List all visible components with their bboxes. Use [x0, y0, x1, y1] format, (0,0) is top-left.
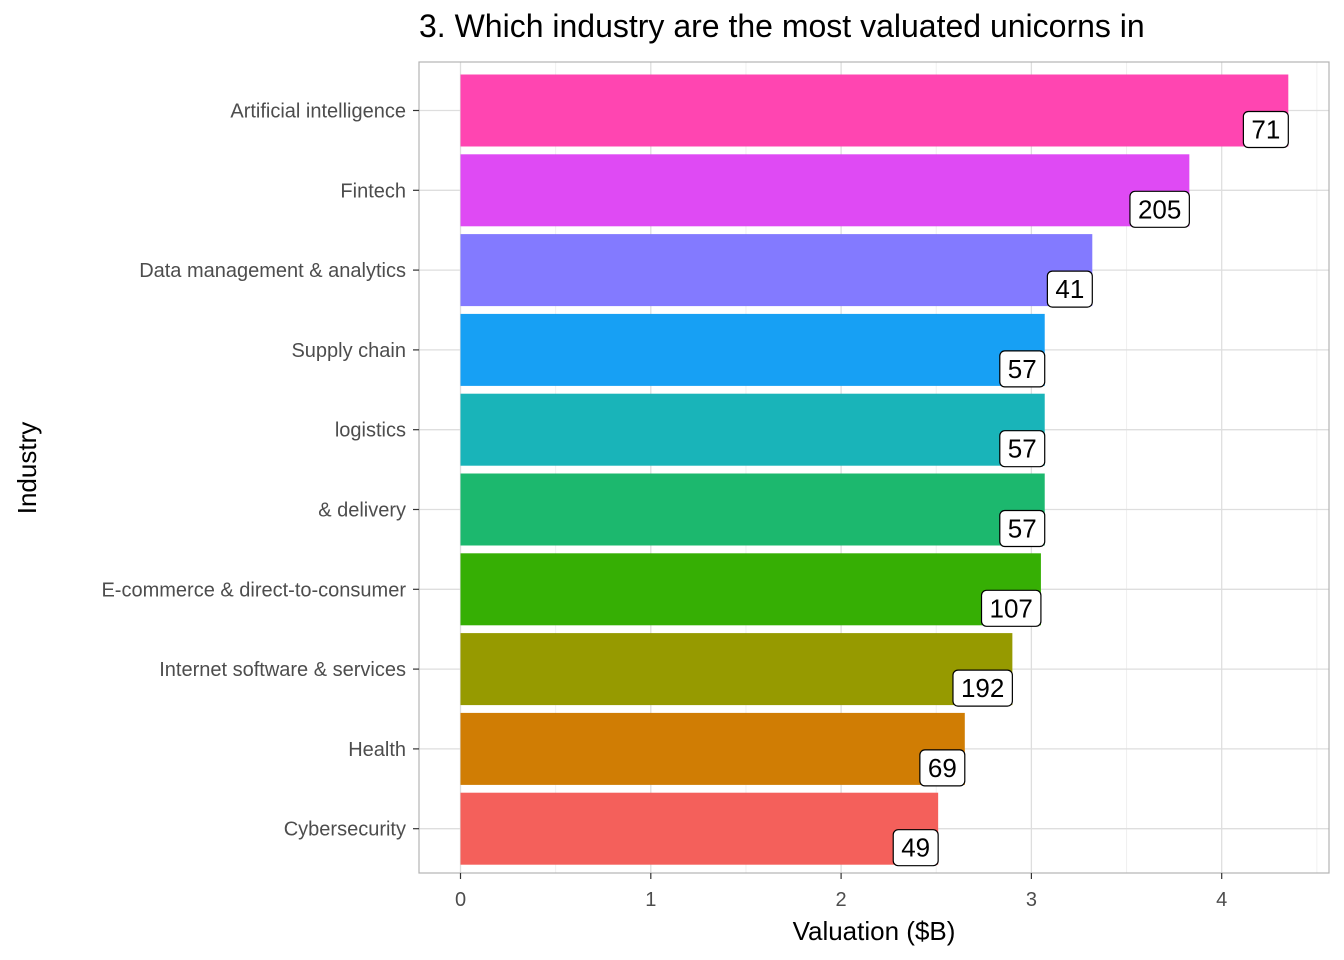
x-axis-title: Valuation ($B)	[793, 916, 956, 946]
data-label: 107	[980, 589, 1042, 627]
y-axis: Artificial intelligence Fintech Data manag…	[101, 101, 419, 841]
data-label: 57	[999, 350, 1046, 388]
data-label-box	[892, 829, 939, 867]
data-label-text: 57	[1008, 354, 1037, 384]
data-label-text: 57	[1008, 514, 1037, 544]
y-tick-label: Supply chain	[291, 340, 406, 362]
y-axis-title: Industry	[12, 422, 42, 515]
y-tick-label: Fintech	[340, 180, 406, 202]
chart-title: 3. Which industry are the most valuated …	[419, 8, 1145, 44]
y-tick-label: Internet software & services	[159, 659, 406, 681]
data-label: 205	[1129, 190, 1190, 228]
plot-border	[418, 61, 1330, 874]
data-label-box	[1129, 190, 1190, 228]
y-tick-label: logistics	[335, 420, 406, 442]
bar	[460, 313, 1045, 386]
bar	[460, 553, 1041, 626]
bar	[460, 473, 1045, 546]
bar	[460, 792, 939, 865]
data-label-text: 49	[901, 833, 930, 863]
data-label: 69	[919, 749, 966, 787]
y-tick-label: Health	[348, 739, 406, 761]
data-label-text: 192	[961, 673, 1004, 703]
x-axis: 0 1 2 3 4	[455, 873, 1227, 911]
data-label-text: 69	[928, 753, 957, 783]
y-tick-label: & delivery	[318, 500, 406, 522]
data-label-box	[919, 749, 966, 787]
bar	[460, 393, 1045, 466]
data-label: 71	[1242, 110, 1289, 149]
bar	[460, 712, 965, 785]
bars	[460, 74, 1289, 865]
y-tick-label: Cybersecurity	[284, 819, 406, 841]
data-label-box	[980, 589, 1042, 627]
y-tick-label: Artificial intelligence	[230, 101, 406, 123]
data-label: 57	[999, 509, 1046, 548]
data-label-box	[1046, 270, 1093, 308]
data-label-text: 71	[1251, 115, 1280, 145]
data-label-text: 107	[990, 593, 1033, 623]
data-labels: 71 205 41 57 57 57 107 192 69 49	[892, 110, 1289, 867]
bar	[460, 633, 1013, 706]
data-label-text: 57	[1008, 434, 1037, 464]
data-label: 49	[892, 829, 939, 867]
data-label-box	[1242, 110, 1289, 149]
data-label-text: 205	[1138, 194, 1181, 224]
data-label-box	[999, 350, 1046, 388]
data-label-box	[999, 509, 1046, 548]
bar	[460, 234, 1093, 307]
data-label: 41	[1046, 270, 1093, 308]
x-tick-label: 4	[1216, 889, 1227, 911]
bar	[460, 154, 1190, 227]
x-tick-label: 2	[836, 889, 847, 911]
data-label-box	[952, 669, 1013, 707]
data-label: 192	[952, 669, 1013, 707]
x-tick-label: 1	[645, 889, 656, 911]
data-label-text: 41	[1055, 274, 1084, 304]
y-tick-label: Data management & analytics	[139, 260, 406, 282]
y-tick-label: E-commerce & direct-to-consumer	[101, 579, 406, 601]
data-label-box	[999, 430, 1046, 468]
data-label: 57	[999, 430, 1046, 468]
x-tick-label: 3	[1026, 889, 1037, 911]
x-tick-label: 0	[455, 889, 466, 911]
bar	[460, 74, 1289, 147]
